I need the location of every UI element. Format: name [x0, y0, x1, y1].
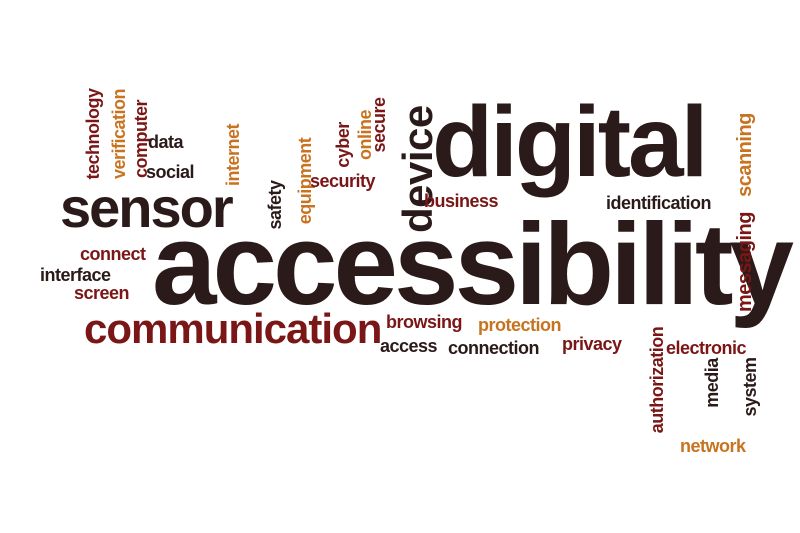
word-scanning: scanning: [734, 113, 756, 197]
word-access: access: [380, 336, 438, 356]
word-verification: verification: [109, 88, 129, 180]
word-system: system: [740, 357, 760, 417]
word-identification: identification: [606, 193, 712, 213]
word-screen: screen: [74, 283, 130, 303]
word-device: device: [394, 105, 441, 233]
word-messaging: messaging: [734, 212, 756, 312]
word-technology: technology: [83, 88, 103, 180]
word-security: security: [310, 171, 376, 191]
word-connection: connection: [448, 338, 540, 358]
word-connect: connect: [80, 244, 146, 264]
word-secure: secure: [369, 97, 389, 153]
word-cyber: cyber: [333, 122, 353, 168]
word-privacy: privacy: [562, 334, 622, 354]
word-network: network: [680, 436, 746, 456]
word-sensor: sensor: [60, 176, 234, 239]
word-authorization: authorization: [647, 326, 667, 434]
word-electronic: electronic: [666, 338, 747, 358]
word-data: data: [148, 132, 184, 152]
word-internet: internet: [223, 124, 243, 187]
word-digital: digital: [432, 86, 708, 198]
word-accessibility: accessibility: [152, 199, 794, 329]
word-interface: interface: [40, 265, 111, 285]
word-business: business: [424, 191, 499, 211]
word-safety: safety: [265, 180, 285, 230]
word-media: media: [702, 358, 722, 408]
word-social: social: [146, 162, 195, 182]
word-browsing: browsing: [386, 312, 463, 332]
word-communication: communication: [84, 305, 382, 352]
word-protection: protection: [478, 315, 562, 335]
